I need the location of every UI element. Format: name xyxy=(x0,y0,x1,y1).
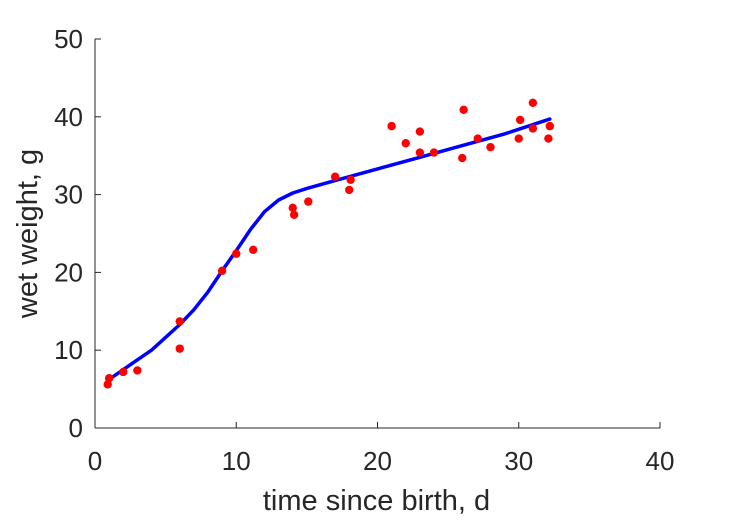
y-tick-label: 50 xyxy=(54,24,83,54)
plot-area xyxy=(103,98,555,389)
data-point xyxy=(415,148,425,157)
x-tick-label: 30 xyxy=(504,446,533,476)
data-point xyxy=(175,317,184,326)
y-ticks: 0 10 20 30 40 50 xyxy=(54,24,101,443)
data-point xyxy=(104,374,114,383)
data-point xyxy=(415,127,425,136)
data-point xyxy=(459,105,468,114)
x-tick-label: 10 xyxy=(222,446,251,476)
x-axis-label: time since birth, d xyxy=(263,485,490,517)
data-point xyxy=(401,139,410,148)
data-point xyxy=(514,134,523,143)
data-point xyxy=(175,344,184,353)
data-point xyxy=(528,124,538,133)
data-point xyxy=(288,203,297,213)
data-point xyxy=(217,266,227,276)
y-tick-label: 30 xyxy=(54,180,83,210)
data-point xyxy=(544,134,553,143)
data-point xyxy=(232,249,241,258)
y-tick-label: 10 xyxy=(54,335,83,365)
data-point xyxy=(528,98,538,107)
data-point xyxy=(429,148,439,157)
data-point xyxy=(304,197,313,206)
fit-line xyxy=(105,117,552,383)
data-point xyxy=(345,185,354,195)
data-point xyxy=(458,153,467,163)
x-tick-label: 40 xyxy=(646,446,675,476)
data-point xyxy=(330,172,340,181)
data-point xyxy=(289,210,299,220)
data-point xyxy=(486,142,495,152)
data-point xyxy=(346,175,355,185)
data-point xyxy=(119,367,128,377)
y-tick-label: 20 xyxy=(54,257,83,287)
y-tick-label: 0 xyxy=(69,413,83,443)
axes xyxy=(94,39,660,429)
data-point xyxy=(133,366,142,375)
data-point xyxy=(249,245,258,255)
data-point xyxy=(473,134,482,143)
x-ticks: 0 10 20 30 40 xyxy=(88,422,675,476)
y-axis-label: wet weight, g xyxy=(12,149,44,319)
data-point xyxy=(515,115,525,125)
y-tick-label: 40 xyxy=(54,102,83,132)
data-point xyxy=(387,121,396,131)
x-tick-label: 0 xyxy=(88,446,102,476)
x-tick-label: 20 xyxy=(363,446,392,476)
data-point xyxy=(545,121,555,131)
